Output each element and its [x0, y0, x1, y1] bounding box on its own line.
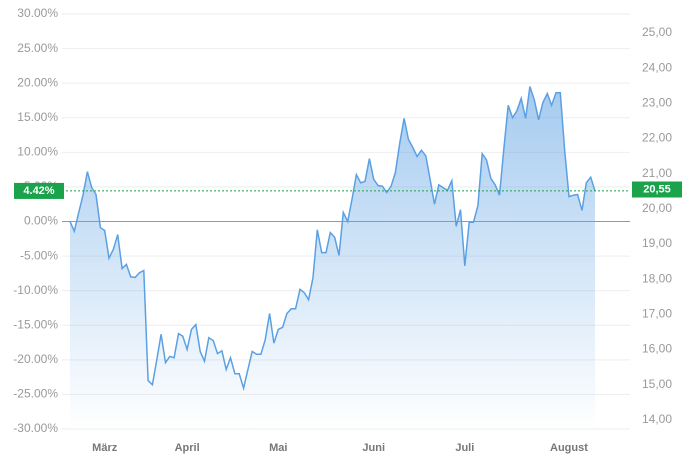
- y2-tick-label: 25,00: [642, 25, 672, 39]
- x-tick-label: Juli: [455, 442, 474, 454]
- y-tick-label: 10.00%: [17, 145, 58, 159]
- y-tick-label: 0.00%: [24, 214, 58, 228]
- y2-tick-label: 19,00: [642, 236, 672, 250]
- y2-tick-label: 24,00: [642, 60, 672, 74]
- y-tick-label: 30.00%: [17, 6, 58, 20]
- y2-tick-label: 20,00: [642, 201, 672, 215]
- y-tick-label: 20.00%: [17, 75, 58, 89]
- y-tick-label: 25.00%: [17, 41, 58, 55]
- y-tick-label: -30.00%: [13, 421, 58, 435]
- line: [69, 86, 596, 392]
- area: [70, 86, 595, 429]
- last-price-label: 20,55: [643, 183, 671, 195]
- y2-tick-label: 16,00: [642, 342, 672, 356]
- y-tick-label: -15.00%: [13, 317, 58, 331]
- x-tick-label: April: [175, 442, 200, 454]
- y2-tick-label: 14,00: [642, 412, 672, 426]
- y-tick-label: 15.00%: [17, 110, 58, 124]
- last-value-box: [14, 182, 64, 199]
- x-tick-label: Juni: [362, 442, 385, 454]
- y2-tick-label: 17,00: [642, 307, 672, 321]
- y2-tick-label: 22,00: [642, 131, 672, 145]
- y2-tick-label: 15,00: [642, 377, 672, 391]
- y-tick-label: -25.00%: [13, 387, 58, 401]
- y-tick-label: -10.00%: [13, 283, 58, 297]
- last-price-box: [632, 181, 682, 198]
- y2-tick-label: 23,00: [642, 96, 672, 110]
- y-tick-label: -20.00%: [13, 352, 58, 366]
- y-tick-label: -5.00%: [20, 248, 58, 262]
- x-tick-label: August: [550, 442, 588, 454]
- last-value-label: 4.42%: [23, 185, 54, 197]
- y2-tick-label: 18,00: [642, 271, 672, 285]
- x-tick-label: Mai: [269, 442, 287, 454]
- x-tick-label: März: [92, 442, 118, 454]
- y2-tick-label: 21,00: [642, 166, 672, 180]
